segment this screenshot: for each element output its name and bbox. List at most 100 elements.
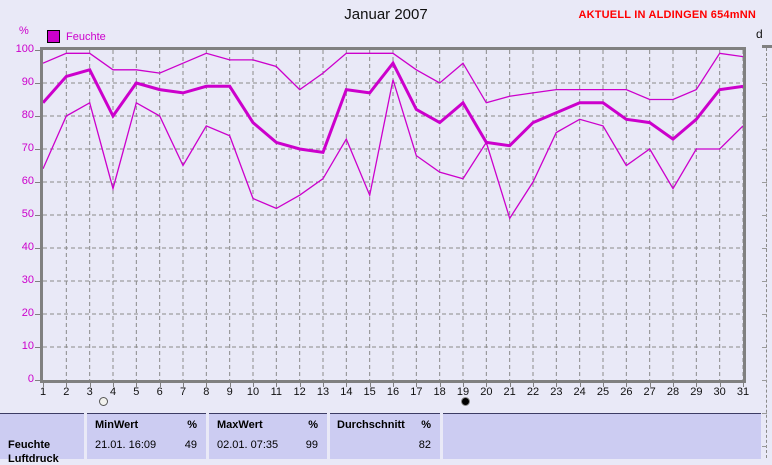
x-tick-label: 9 (226, 386, 233, 398)
x-tick-mark (369, 383, 371, 387)
x-tick-label: 1 (39, 386, 47, 398)
x-tick-label: 15 (363, 386, 376, 398)
x-tick-label: 17 (410, 386, 423, 398)
x-tick-mark (626, 383, 628, 387)
y-tick-mark (35, 281, 40, 282)
sensor-name-label: Feuchte (8, 439, 51, 451)
x-tick-label: 27 (643, 386, 656, 398)
legend: Feuchte (47, 28, 106, 44)
x-tick-mark (416, 383, 418, 387)
plot-area (40, 47, 746, 383)
x-tick-mark (719, 383, 721, 387)
y-tick-label: 50 (21, 208, 34, 220)
maxwert-header: MaxWert (217, 419, 263, 431)
humidity-chart (43, 50, 743, 380)
x-tick-mark (159, 383, 161, 387)
adjacent-panel-tick-mark (762, 446, 767, 447)
y-tick-label: 70 (21, 142, 34, 154)
y-tick-label: 10 (21, 340, 34, 352)
x-tick-mark (136, 383, 138, 387)
y-tick-mark (35, 116, 40, 117)
legend-series-label: Feuchte (66, 30, 106, 43)
minwert-header: MinWert (95, 419, 139, 431)
x-tick-label: 22 (526, 386, 540, 398)
x-tick-mark (579, 383, 581, 387)
series-feuchte-max-line (43, 52, 743, 104)
x-tick-label: 24 (573, 386, 586, 398)
durchschnitt-cell: Durchschnitt % 82 (330, 413, 440, 459)
minwert-unit: % (187, 419, 197, 431)
x-tick-mark (276, 383, 278, 387)
x-tick-mark (439, 383, 441, 387)
x-tick-label: 8 (203, 386, 210, 398)
maxwert-value: 99 (305, 439, 318, 451)
x-tick-label: 16 (386, 386, 400, 398)
durchschnitt-header: Durchschnitt (337, 419, 405, 431)
y-tick-label: 100 (15, 43, 34, 55)
next-sensor-name-label-clipped: Luftdruck (8, 453, 59, 465)
x-axis-unit-label: d (756, 27, 763, 41)
x-tick-mark (346, 383, 348, 387)
x-tick-label: 4 (109, 386, 117, 398)
x-tick-mark (533, 383, 534, 387)
x-tick-label: 11 (270, 386, 283, 398)
adjacent-panel-tick-mark (762, 149, 767, 150)
adjacent-panel-tick-mark (762, 116, 767, 117)
x-tick-mark (113, 383, 114, 387)
y-tick-label: 90 (21, 76, 34, 88)
minwert-cell: MinWert % 21.01. 16:09 49 (87, 413, 206, 459)
x-tick-mark (696, 383, 698, 387)
x-tick-mark (253, 383, 254, 387)
y-tick-mark (35, 314, 40, 315)
x-tick-mark (486, 383, 488, 387)
x-tick-mark (393, 383, 394, 387)
x-tick-label: 21 (503, 386, 516, 398)
y-tick-mark (35, 182, 40, 183)
new-moon-marker (460, 397, 470, 406)
x-tick-label: 20 (480, 386, 493, 398)
adjacent-panel-frame-fragment (762, 45, 772, 48)
x-tick-label: 2 (63, 386, 70, 398)
series-feuchte-min-line (43, 79, 743, 220)
x-tick-mark (463, 383, 464, 387)
y-tick-label: 30 (21, 274, 34, 286)
legend-swatch-icon (47, 30, 60, 44)
x-tick-label: 29 (690, 386, 703, 398)
x-tick-mark (556, 383, 558, 387)
x-tick-label: 28 (666, 386, 680, 398)
y-tick-label: 60 (21, 175, 34, 187)
y-tick-mark (35, 347, 40, 348)
y-tick-mark (35, 248, 40, 249)
x-tick-mark (603, 383, 604, 387)
durchschnitt-value: 82 (418, 439, 431, 451)
x-tick-label: 25 (596, 386, 610, 398)
x-tick-label: 23 (550, 386, 563, 398)
y-tick-mark (35, 83, 40, 84)
x-tick-label: 14 (340, 386, 353, 398)
x-tick-mark (323, 383, 324, 387)
page-title: Januar 2007 (344, 6, 428, 23)
adjacent-panel-tick-mark (762, 215, 767, 216)
x-tick-mark (89, 383, 91, 387)
x-tick-mark (673, 383, 674, 387)
series-feuchte-mittel-line (43, 60, 743, 154)
x-tick-mark (299, 383, 301, 387)
x-tick-label: 6 (156, 386, 163, 398)
y-tick-mark (35, 380, 40, 381)
x-tick-mark (66, 383, 68, 387)
y-tick-label: 40 (21, 241, 34, 253)
x-tick-label: 7 (179, 386, 187, 398)
adjacent-panel-tick-mark (762, 347, 767, 348)
x-tick-mark (183, 383, 184, 387)
minwert-timestamp: 21.01. 16:09 (95, 439, 157, 451)
y-tick-label: 0 (27, 373, 34, 385)
y-tick-label: 80 (21, 109, 34, 121)
x-tick-label: 31 (736, 386, 750, 398)
adjacent-panel-tick-mark (762, 182, 767, 183)
x-tick-mark (206, 383, 208, 387)
x-tick-label: 10 (246, 386, 260, 398)
x-tick-mark (509, 383, 511, 387)
x-tick-label: 3 (86, 386, 93, 398)
adjacent-panel-tick-mark (762, 248, 767, 249)
minwert-value: 49 (184, 439, 197, 451)
